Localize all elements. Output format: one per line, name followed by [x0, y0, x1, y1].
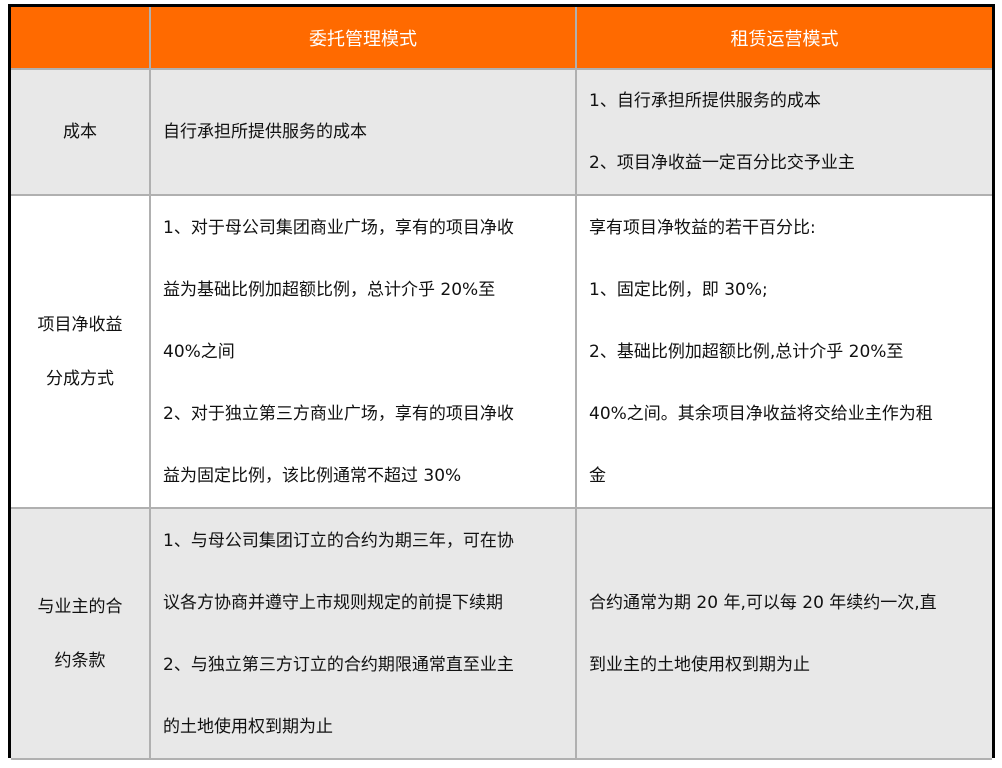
text-line: 2、项目净收益一定百分比交予业主 — [589, 153, 855, 173]
text-line: 益为基础比例加超额比例，总计介乎 20%至 — [163, 279, 496, 300]
header-blank — [11, 7, 151, 70]
label-line: 与业主的合 — [37, 596, 123, 617]
text-line: 40%之间。其余项目净收益将交给业主作为租 — [589, 403, 933, 424]
comparison-table — [8, 4, 995, 758]
text-line: 40%之间 — [163, 341, 235, 362]
cell-cost-entrusted: 自行承担所提供服务的成本 — [151, 70, 577, 196]
row-label-contract-terms: 与业主的合 约条款 — [11, 509, 151, 760]
text-line: 到业主的土地使用权到期为止 — [589, 654, 810, 675]
label-line: 成本 — [63, 122, 97, 142]
text-line: 1、固定比例，即 30%; — [589, 279, 768, 300]
header-label: 委托管理模式 — [309, 28, 417, 50]
text-line: 的土地使用权到期为止 — [163, 716, 333, 737]
cell-profit-entrusted: 1、对于母公司集团商业广场，享有的项目净收 益为基础比例加超额比例，总计介乎 2… — [151, 196, 577, 509]
text-line: 益为固定比例，该比例通常不超过 30% — [163, 465, 462, 486]
header-leasing-operation: 租赁运营模式 — [577, 7, 992, 70]
text-line: 自行承担所提供服务的成本 — [163, 122, 367, 142]
text-line: 1、与母公司集团订立的合约为期三年，可在协 — [163, 530, 514, 551]
cell-profit-leasing: 享有项目净牧益的若干百分比: 1、固定比例，即 30%; 2、基础比例加超额比例… — [577, 196, 992, 509]
label-line: 项目净收益 — [37, 314, 123, 335]
label-line: 分成方式 — [46, 368, 114, 389]
cell-cost-leasing: 1、自行承担所提供服务的成本 2、项目净收益一定百分比交予业主 — [577, 70, 992, 196]
row-label-cost: 成本 — [11, 70, 151, 196]
text-line: 2、基础比例加超额比例,总计介乎 20%至 — [589, 341, 904, 362]
header-label: 租赁运营模式 — [730, 28, 839, 50]
cell-contract-leasing: 合约通常为期 20 年,可以每 20 年续约一次,直 到业主的土地使用权到期为止 — [577, 509, 992, 760]
text-line: 议各方协商并遵守上市规则规定的前提下续期 — [163, 592, 503, 613]
text-line: 1、自行承担所提供服务的成本 — [589, 91, 821, 111]
text-line: 享有项目净牧益的若干百分比: — [589, 217, 816, 238]
text-line: 金 — [589, 465, 606, 486]
label-line: 约条款 — [54, 650, 106, 671]
cell-contract-entrusted: 1、与母公司集团订立的合约为期三年，可在协 议各方协商并遵守上市规则规定的前提下… — [151, 509, 577, 760]
text-line: 2、与独立第三方订立的合约期限通常直至业主 — [163, 654, 514, 675]
row-label-profit-sharing: 项目净收益 分成方式 — [11, 196, 151, 509]
header-entrusted-management: 委托管理模式 — [151, 7, 577, 70]
text-line: 2、对于独立第三方商业广场，享有的项目净收 — [163, 403, 514, 424]
text-line: 1、对于母公司集团商业广场，享有的项目净收 — [163, 217, 514, 238]
text-line: 合约通常为期 20 年,可以每 20 年续约一次,直 — [589, 592, 937, 613]
